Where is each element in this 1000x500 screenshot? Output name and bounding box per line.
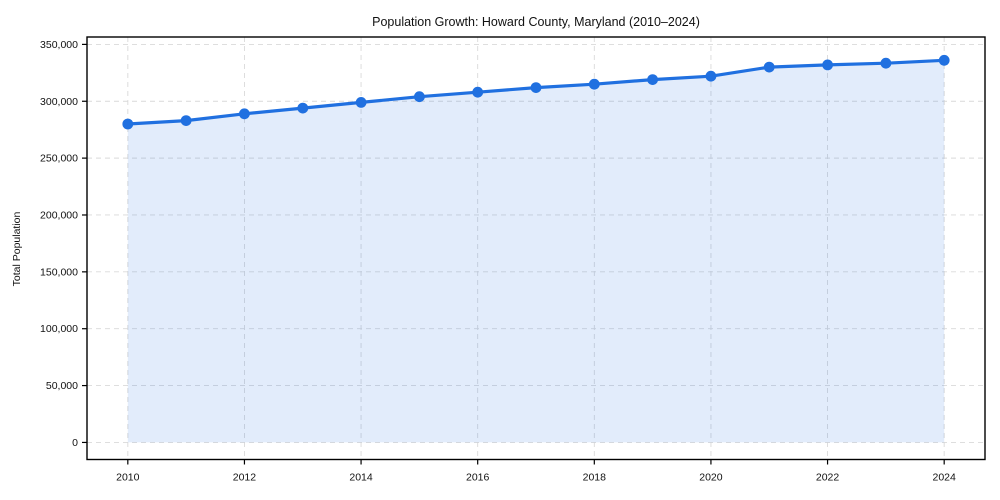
data-point-marker xyxy=(122,118,134,130)
area-fill xyxy=(127,60,945,443)
y-tick-label: 200,000 xyxy=(40,209,78,221)
data-point-marker xyxy=(763,61,775,73)
data-point-marker xyxy=(239,108,250,120)
y-tick-label: 300,000 xyxy=(40,96,78,108)
plot-border xyxy=(86,36,986,461)
x-tick-label: 2010 xyxy=(116,472,140,484)
x-tick-label: 2020 xyxy=(699,472,723,484)
y-tick-label: 100,000 xyxy=(40,323,78,335)
chart-title: Population Growth: Howard County, Maryla… xyxy=(372,15,700,29)
x-tick-label: 2014 xyxy=(349,472,373,484)
data-point-marker xyxy=(180,115,192,126)
y-tick-label: 150,000 xyxy=(40,266,78,278)
data-point-marker xyxy=(414,91,425,103)
y-tick-label: 50,000 xyxy=(46,380,78,392)
data-point-marker xyxy=(472,86,484,98)
y-tick-label: 250,000 xyxy=(40,153,78,165)
data-point-marker xyxy=(355,97,367,108)
data-point-marker xyxy=(297,102,309,114)
x-tick-label: 2012 xyxy=(233,472,257,484)
data-point-marker xyxy=(588,78,600,90)
x-tick-label: 2022 xyxy=(816,472,840,484)
x-tick-label: 2018 xyxy=(583,472,607,484)
data-point-marker xyxy=(647,74,658,85)
data-point-marker xyxy=(530,82,542,93)
data-point-marker xyxy=(880,57,892,69)
data-point-marker xyxy=(822,59,833,71)
data-point-marker xyxy=(705,70,717,82)
x-tick-label: 2016 xyxy=(466,472,490,484)
y-tick-label: 350,000 xyxy=(40,39,78,51)
y-tick-label: 0 xyxy=(72,437,78,449)
x-tick-label: 2024 xyxy=(933,472,957,484)
data-point-marker xyxy=(938,54,950,66)
